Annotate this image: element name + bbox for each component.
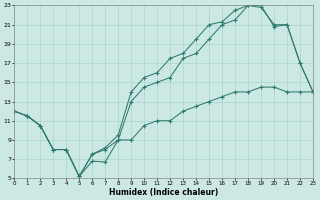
X-axis label: Humidex (Indice chaleur): Humidex (Indice chaleur)	[109, 188, 218, 197]
